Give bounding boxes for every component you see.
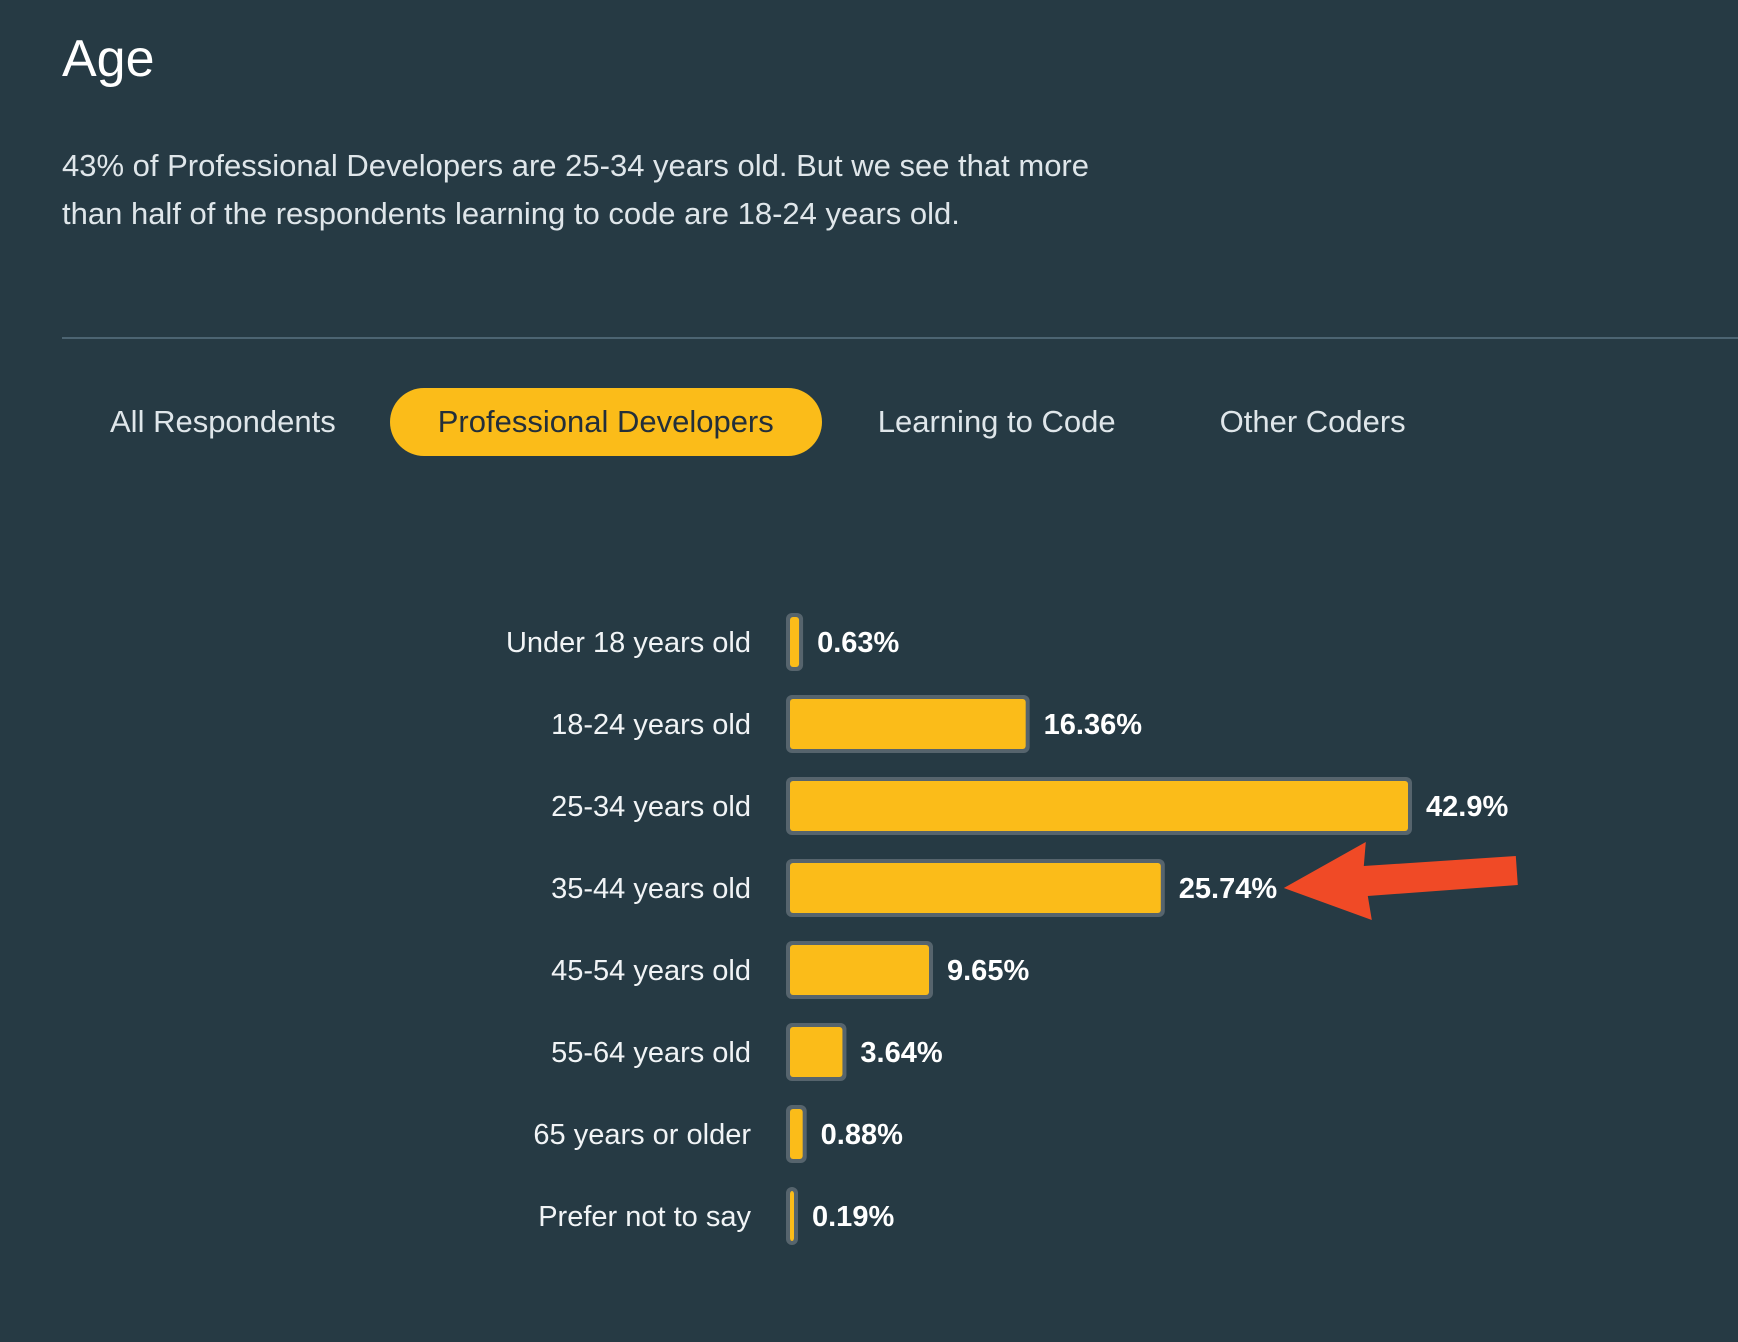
value-label: 9.65%	[947, 955, 1029, 987]
value-label: 0.63%	[817, 627, 899, 659]
tab-other-coders[interactable]: Other Coders	[1219, 404, 1406, 439]
divider	[62, 337, 1738, 339]
bar	[790, 1109, 803, 1159]
bar	[790, 863, 1161, 913]
bar	[790, 699, 1026, 749]
bar	[790, 1191, 794, 1241]
value-label: 42.9%	[1426, 791, 1508, 823]
bar	[790, 781, 1408, 831]
category-label: 18-24 years old	[551, 709, 751, 741]
category-label: Under 18 years old	[506, 627, 751, 659]
category-label: 45-54 years old	[551, 955, 751, 987]
value-label: 0.19%	[812, 1201, 894, 1233]
bar	[790, 1027, 843, 1077]
value-label: 25.74%	[1179, 873, 1278, 905]
tab-learning-to-code[interactable]: Learning to Code	[877, 404, 1116, 439]
category-label: 25-34 years old	[551, 791, 751, 823]
value-label: 0.88%	[821, 1119, 903, 1151]
category-label: 65 years or older	[533, 1119, 751, 1151]
value-label: 3.64%	[860, 1037, 942, 1069]
annotation-arrow	[1283, 842, 1518, 920]
value-label: 16.36%	[1044, 709, 1143, 741]
section-title: Age	[62, 30, 155, 88]
category-label: 35-44 years old	[551, 873, 751, 905]
section-description: 43% of Professional Developers are 25-34…	[62, 148, 1089, 231]
tab-all-respondents[interactable]: All Respondents	[110, 404, 336, 439]
tab-professional-developers[interactable]: Professional Developers	[389, 388, 822, 456]
category-label: Prefer not to say	[538, 1201, 751, 1233]
category-label: 55-64 years old	[551, 1037, 751, 1069]
respondent-tabs: All Respondents Professional Developers …	[62, 388, 1454, 456]
bar	[790, 617, 800, 667]
bar	[790, 945, 930, 995]
